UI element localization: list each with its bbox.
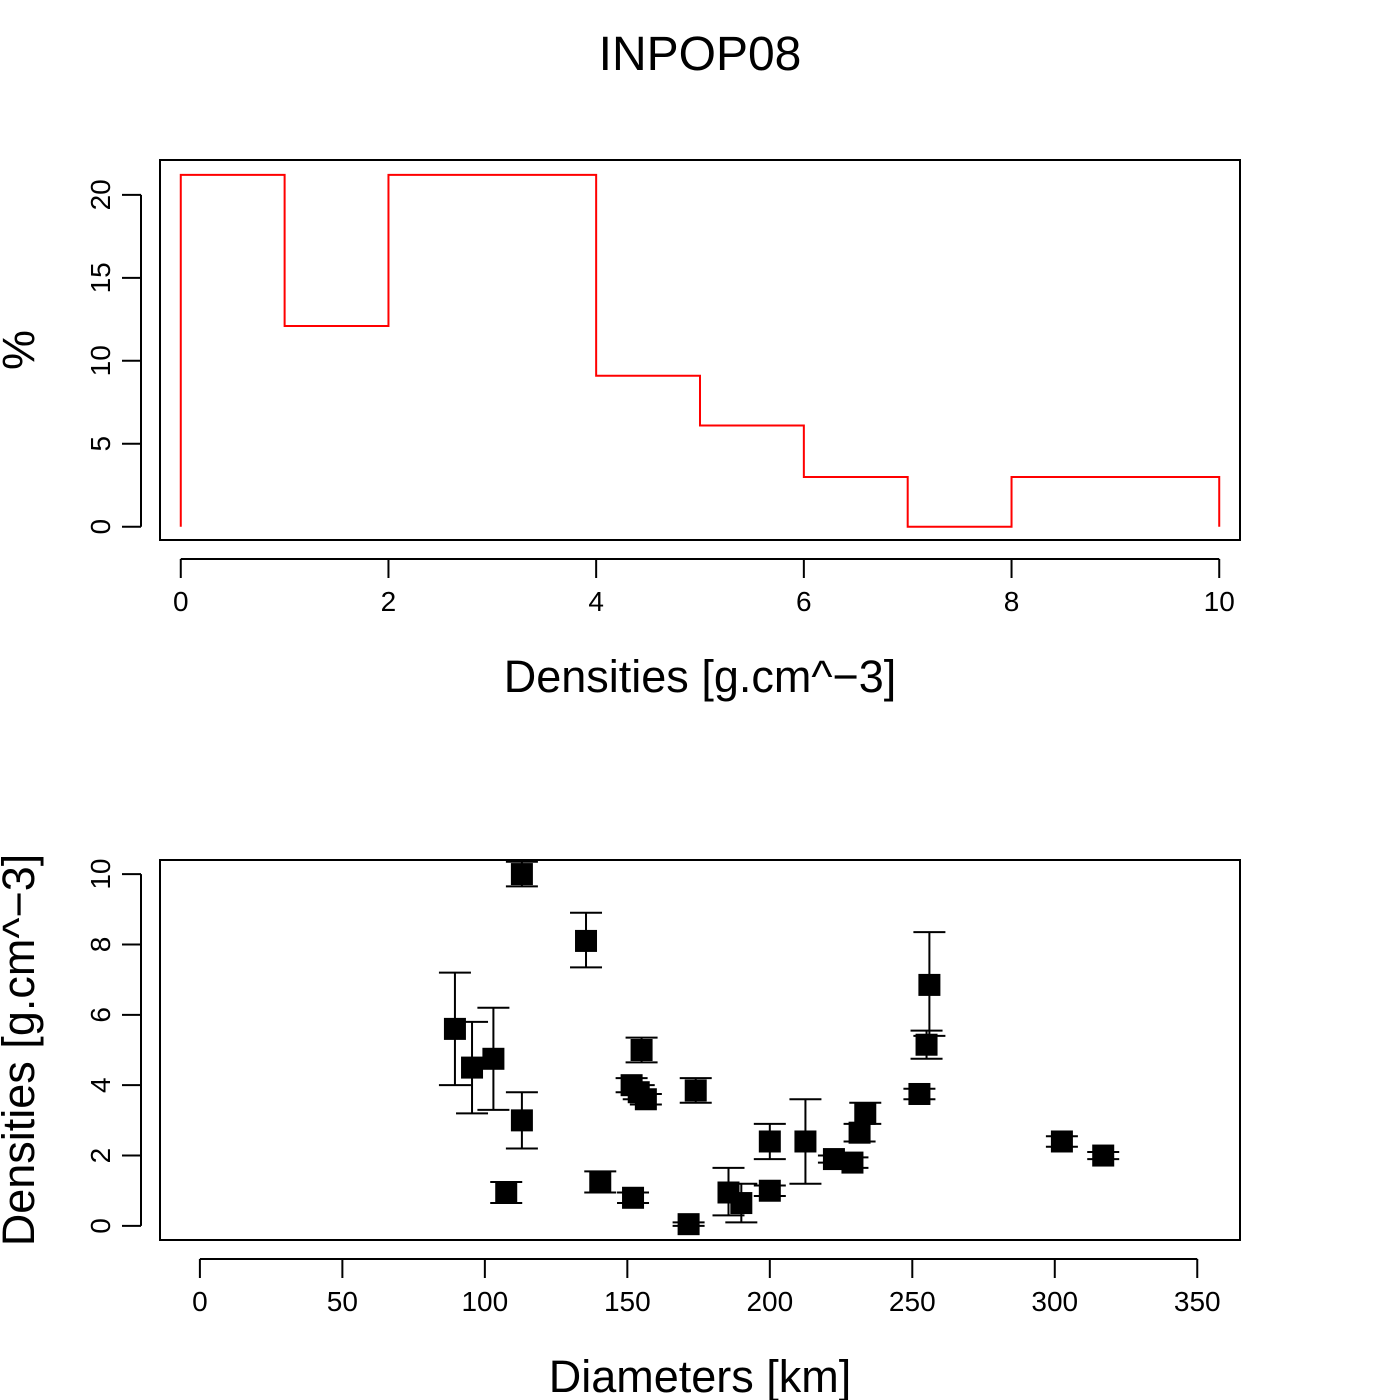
scatter-xlabel: Diameters [km]: [549, 1351, 852, 1400]
scatter-point: [505, 860, 538, 888]
scatter-marker: [915, 1033, 938, 1056]
scatter-point: [617, 1186, 650, 1209]
scatter-point: [836, 1151, 869, 1174]
scatter-y-tick-label: 8: [85, 937, 116, 953]
scatter-points: [438, 860, 1120, 1236]
scatter-point: [903, 1082, 936, 1105]
scatter-x-tick-label: 350: [1174, 1286, 1221, 1317]
scatter-point: [629, 1088, 662, 1111]
hist-x-tick-label: 8: [1004, 586, 1020, 617]
scatter-panel: 0 50 100 150 200 250 300 350 0 2 4 6 8 10 Diameters …: [0, 854, 1241, 1400]
hist-plot-frame: [159, 159, 1241, 541]
scatter-marker: [495, 1181, 518, 1204]
scatter-point: [505, 1091, 538, 1150]
hist-x-tick-label: 2: [381, 586, 397, 617]
scatter-marker: [848, 1121, 871, 1144]
scatter-marker: [630, 1039, 653, 1061]
scatter-marker: [918, 973, 941, 996]
scatter-x-tick-label: 50: [327, 1286, 358, 1317]
hist-x-axis: 0 2 4 6 8 10: [173, 558, 1235, 617]
hist-x-tick-label: 6: [796, 586, 812, 617]
scatter-point: [910, 1029, 943, 1060]
scatter-x-tick-label: 150: [604, 1286, 651, 1317]
hist-x-tick-label: 10: [1204, 586, 1235, 617]
scatter-marker: [622, 1186, 645, 1209]
scatter-y-tick-label: 10: [85, 858, 116, 889]
scatter-y-tick-label: 0: [85, 1218, 116, 1234]
scatter-point: [477, 1006, 510, 1111]
hist-y-tick-label: 5: [85, 436, 116, 452]
hist-x-tick-label: 4: [588, 586, 604, 617]
scatter-marker: [510, 1109, 533, 1132]
hist-ylabel: %: [0, 330, 44, 370]
histogram-panel: 0 2 4 6 8 10 0 5 10 15 20 Densities [g.cm^−3] %: [0, 159, 1241, 702]
scatter-x-tick-label: 200: [746, 1286, 793, 1317]
scatter-point: [843, 1121, 876, 1144]
scatter-point: [456, 1020, 489, 1115]
scatter-point: [490, 1180, 523, 1205]
scatter-marker: [684, 1079, 707, 1102]
scatter-marker: [1092, 1144, 1115, 1167]
hist-x-tick-label: 0: [173, 586, 189, 617]
scatter-point: [1045, 1130, 1078, 1153]
scatter-marker: [794, 1130, 817, 1153]
scatter-y-tick-label: 4: [85, 1077, 116, 1093]
scatter-x-tick-label: 300: [1031, 1286, 1078, 1317]
scatter-y-tick-label: 2: [85, 1148, 116, 1164]
scatter-point: [753, 1179, 786, 1202]
hist-y-tick-label: 15: [85, 262, 116, 293]
scatter-point: [913, 931, 946, 1037]
scatter-x-axis: 0 50 100 150 200 250 300 350: [192, 1258, 1221, 1317]
hist-xlabel: Densities [g.cm^−3]: [504, 651, 897, 702]
scatter-point: [725, 1182, 758, 1224]
scatter-marker: [730, 1192, 753, 1215]
scatter-point: [753, 1122, 786, 1161]
scatter-point: [570, 911, 603, 969]
scatter-point: [1087, 1144, 1120, 1167]
scatter-point: [438, 971, 471, 1087]
scatter-marker: [575, 929, 598, 952]
scatter-marker: [482, 1047, 505, 1070]
scatter-y-tick-label: 6: [85, 1007, 116, 1023]
figure-title: INPOP08: [599, 28, 802, 81]
scatter-marker: [589, 1170, 612, 1193]
scatter-marker: [841, 1151, 864, 1174]
hist-y-tick-label: 10: [85, 345, 116, 376]
scatter-point: [625, 1036, 658, 1064]
scatter-marker: [677, 1213, 700, 1236]
scatter-marker: [758, 1130, 781, 1153]
scatter-x-tick-label: 100: [461, 1286, 508, 1317]
hist-y-axis: 0 5 10 15 20: [85, 179, 142, 535]
scatter-marker: [1050, 1130, 1073, 1153]
hist-series-line: [179, 173, 1221, 528]
scatter-marker: [822, 1148, 845, 1171]
scatter-point: [584, 1170, 617, 1194]
scatter-x-tick-label: 0: [192, 1286, 208, 1317]
scatter-point: [849, 1101, 882, 1125]
scatter-point: [789, 1098, 822, 1185]
scatter-ylabel: Densities [g.cm^−3]: [0, 854, 44, 1247]
scatter-point: [672, 1213, 705, 1236]
hist-y-tick-label: 20: [85, 179, 116, 210]
scatter-y-axis: 0 2 4 6 8 10: [85, 858, 142, 1234]
scatter-plot-frame: [159, 859, 1241, 1241]
scatter-marker: [443, 1017, 466, 1040]
scatter-marker: [510, 863, 533, 886]
scatter-marker: [634, 1088, 657, 1111]
scatter-x-tick-label: 250: [889, 1286, 936, 1317]
scatter-marker: [908, 1082, 931, 1105]
hist-y-tick-label: 0: [85, 519, 116, 535]
scatter-marker: [461, 1056, 484, 1079]
scatter-marker: [854, 1102, 877, 1125]
scatter-point: [679, 1077, 712, 1104]
scatter-marker: [758, 1179, 781, 1202]
